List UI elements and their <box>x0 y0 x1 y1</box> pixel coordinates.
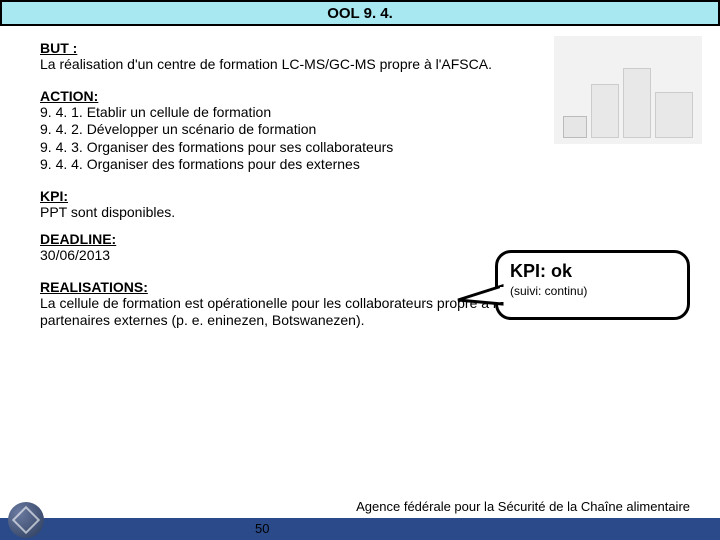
page-number: 50 <box>255 521 269 536</box>
lab-equipment-image <box>554 36 702 144</box>
slide-header: OOL 9. 4. <box>0 0 720 26</box>
footer-logo-icon <box>8 502 44 538</box>
footer-agency-text: Agence fédérale pour la Sécurité de la C… <box>356 499 690 514</box>
kpi-callout: KPI: ok (suivi: continu) <box>495 250 690 320</box>
callout-subtitle: (suivi: continu) <box>510 284 675 298</box>
lab-unit-shape <box>623 68 651 138</box>
lab-unit-shape <box>655 92 693 138</box>
slide-title: OOL 9. 4. <box>327 5 393 22</box>
lab-monitor-shape <box>563 116 587 138</box>
kpi-text: PPT sont disponibles. <box>40 204 680 222</box>
section-kpi: KPI: PPT sont disponibles. <box>40 188 680 222</box>
action-item: 9. 4. 4. Organiser des formations pour d… <box>40 156 680 174</box>
footer-logo-inner <box>12 506 40 534</box>
deadline-label: DEADLINE: <box>40 231 680 247</box>
kpi-label: KPI: <box>40 188 680 204</box>
callout-title: KPI: ok <box>510 261 675 282</box>
footer-bar <box>0 518 720 540</box>
lab-unit-shape <box>591 84 619 138</box>
